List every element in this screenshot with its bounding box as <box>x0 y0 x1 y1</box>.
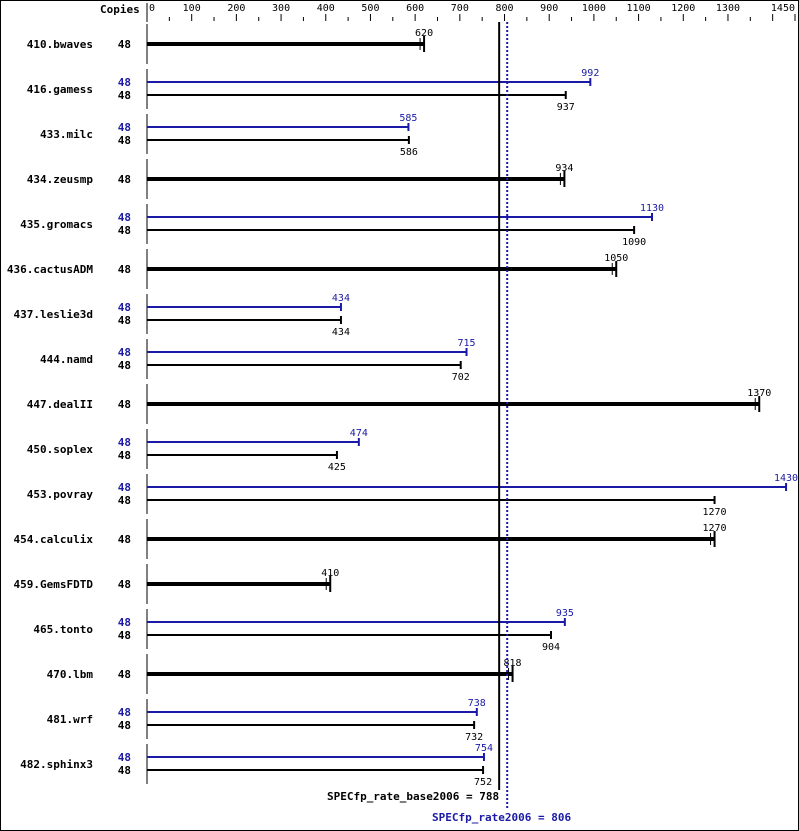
tick-label: 200 <box>227 3 245 14</box>
copies-header: Copies <box>100 3 140 16</box>
copies-value: 48 <box>118 719 131 732</box>
base-value-label: 732 <box>465 732 483 743</box>
tick-label: 0 <box>149 3 155 14</box>
peak-copies-value: 48 <box>118 616 131 629</box>
copies-value: 48 <box>118 173 131 186</box>
peak-copies-value: 48 <box>118 301 131 314</box>
tick-label: 300 <box>272 3 290 14</box>
copies-value: 48 <box>118 494 131 507</box>
tick-label: 1000 <box>582 3 606 14</box>
benchmark-label: 435.gromacs <box>20 218 93 231</box>
base-value-label: 904 <box>542 642 560 653</box>
tick-label: 1200 <box>671 3 695 14</box>
peak-value-label: 1430 <box>774 473 798 484</box>
copies-value: 48 <box>118 578 131 591</box>
base-value-label: 1370 <box>747 388 771 399</box>
peak-value-label: 715 <box>457 338 475 349</box>
base-value-label: 934 <box>555 163 573 174</box>
peak-score-label: SPECfp_rate2006 = 806 <box>432 811 571 824</box>
benchmark-label: 436.cactusADM <box>7 263 93 276</box>
peak-copies-value: 48 <box>118 76 131 89</box>
benchmark-label: 437.leslie3d <box>14 308 93 321</box>
base-value-label: 1050 <box>604 253 628 264</box>
benchmark-label: 453.povray <box>27 488 94 501</box>
peak-copies-value: 48 <box>118 751 131 764</box>
peak-value-label: 738 <box>468 698 486 709</box>
benchmark-label: 410.bwaves <box>27 38 93 51</box>
copies-value: 48 <box>118 314 131 327</box>
benchmark-label: 470.lbm <box>47 668 94 681</box>
benchmark-label: 459.GemsFDTD <box>14 578 94 591</box>
peak-value-label: 992 <box>581 68 599 79</box>
benchmark-label: 465.tonto <box>33 623 93 636</box>
base-value-label: 1270 <box>703 523 727 534</box>
base-value-label: 1270 <box>703 507 727 518</box>
tick-label: 800 <box>495 3 513 14</box>
peak-value-label: 935 <box>556 608 574 619</box>
tick-label: 600 <box>406 3 424 14</box>
copies-value: 48 <box>118 89 131 102</box>
copies-value: 48 <box>118 764 131 777</box>
base-value-label: 586 <box>400 147 418 158</box>
base-value-label: 937 <box>557 102 575 113</box>
tick-label: 1450 <box>771 3 795 14</box>
benchmark-label: 416.gamess <box>27 83 93 96</box>
benchmark-label: 434.zeusmp <box>27 173 94 186</box>
benchmark-label: 444.namd <box>40 353 93 366</box>
peak-copies-value: 48 <box>118 481 131 494</box>
peak-value-label: 474 <box>350 428 368 439</box>
peak-value-label: 585 <box>399 113 417 124</box>
copies-value: 48 <box>118 38 131 51</box>
peak-value-label: 1130 <box>640 203 664 214</box>
tick-label: 100 <box>183 3 201 14</box>
base-score-label: SPECfp_rate_base2006 = 788 <box>327 790 499 803</box>
copies-value: 48 <box>118 533 131 546</box>
base-value-label: 410 <box>321 568 339 579</box>
base-value-label: 752 <box>474 777 492 788</box>
peak-copies-value: 48 <box>118 436 131 449</box>
base-value-label: 702 <box>452 372 470 383</box>
benchmark-label: 454.calculix <box>14 533 94 546</box>
copies-value: 48 <box>118 668 131 681</box>
peak-copies-value: 48 <box>118 121 131 134</box>
tick-label: 400 <box>317 3 335 14</box>
tick-label: 500 <box>361 3 379 14</box>
peak-copies-value: 48 <box>118 706 131 719</box>
copies-value: 48 <box>118 449 131 462</box>
peak-value-label: 434 <box>332 293 350 304</box>
peak-copies-value: 48 <box>118 211 131 224</box>
copies-value: 48 <box>118 629 131 642</box>
base-value-label: 434 <box>332 327 350 338</box>
tick-label: 1100 <box>627 3 651 14</box>
copies-value: 48 <box>118 263 131 276</box>
base-value-label: 1090 <box>622 237 646 248</box>
base-value-label: 425 <box>328 462 346 473</box>
peak-copies-value: 48 <box>118 346 131 359</box>
benchmark-label: 481.wrf <box>47 713 93 726</box>
copies-value: 48 <box>118 134 131 147</box>
base-value-label: 818 <box>504 658 522 669</box>
copies-value: 48 <box>118 224 131 237</box>
copies-value: 48 <box>118 359 131 372</box>
tick-label: 1300 <box>716 3 740 14</box>
benchmark-label: 433.milc <box>40 128 93 141</box>
benchmark-label: 447.dealII <box>27 398 93 411</box>
tick-label: 700 <box>451 3 469 14</box>
benchmark-label: 482.sphinx3 <box>20 758 93 771</box>
peak-value-label: 754 <box>475 743 493 754</box>
benchmark-label: 450.soplex <box>27 443 94 456</box>
base-value-label: 620 <box>415 28 433 39</box>
copies-value: 48 <box>118 398 131 411</box>
tick-label: 900 <box>540 3 558 14</box>
